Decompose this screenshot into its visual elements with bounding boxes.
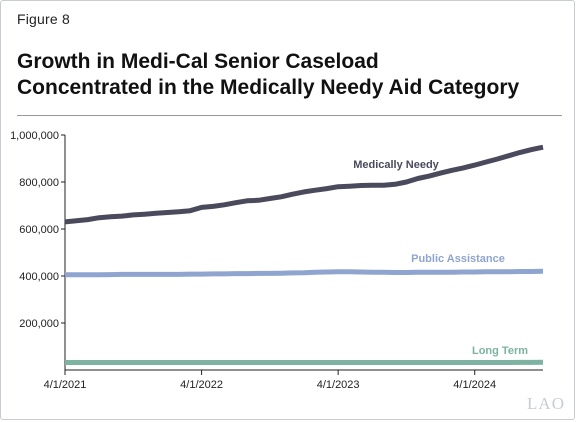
title-divider — [17, 115, 562, 116]
series-line-public-assistance — [65, 268, 544, 278]
x-tick-label: 4/1/2021 — [44, 379, 87, 391]
x-tick-label: 4/1/2024 — [453, 379, 496, 391]
title-line-2: Concentrated in the Medically Needy Aid … — [17, 76, 520, 99]
series-label-long-term: Long Term — [472, 345, 528, 357]
title-line-1: Growth in Medi-Cal Senior Caseload — [17, 50, 379, 73]
figure-label: Figure 8 — [17, 11, 70, 27]
y-tick-label: 200,000 — [19, 318, 59, 330]
y-tick-label: 600,000 — [19, 224, 59, 236]
series-line-medically-needy — [64, 144, 544, 225]
x-tick-label: 4/1/2022 — [180, 379, 223, 391]
series-label-medically-needy: Medically Needy — [353, 159, 439, 171]
x-tick-label: 4/1/2023 — [317, 379, 360, 391]
y-tick-label: 400,000 — [19, 271, 59, 283]
chart-title: Growth in Medi-Cal Senior Caseload Conce… — [17, 49, 562, 101]
y-tick-label: 1,000,000 — [10, 130, 59, 142]
y-tick-label: 800,000 — [19, 177, 59, 189]
series-label-public-assistance: Public Assistance — [411, 253, 505, 265]
lao-logo: LAO — [527, 394, 565, 413]
